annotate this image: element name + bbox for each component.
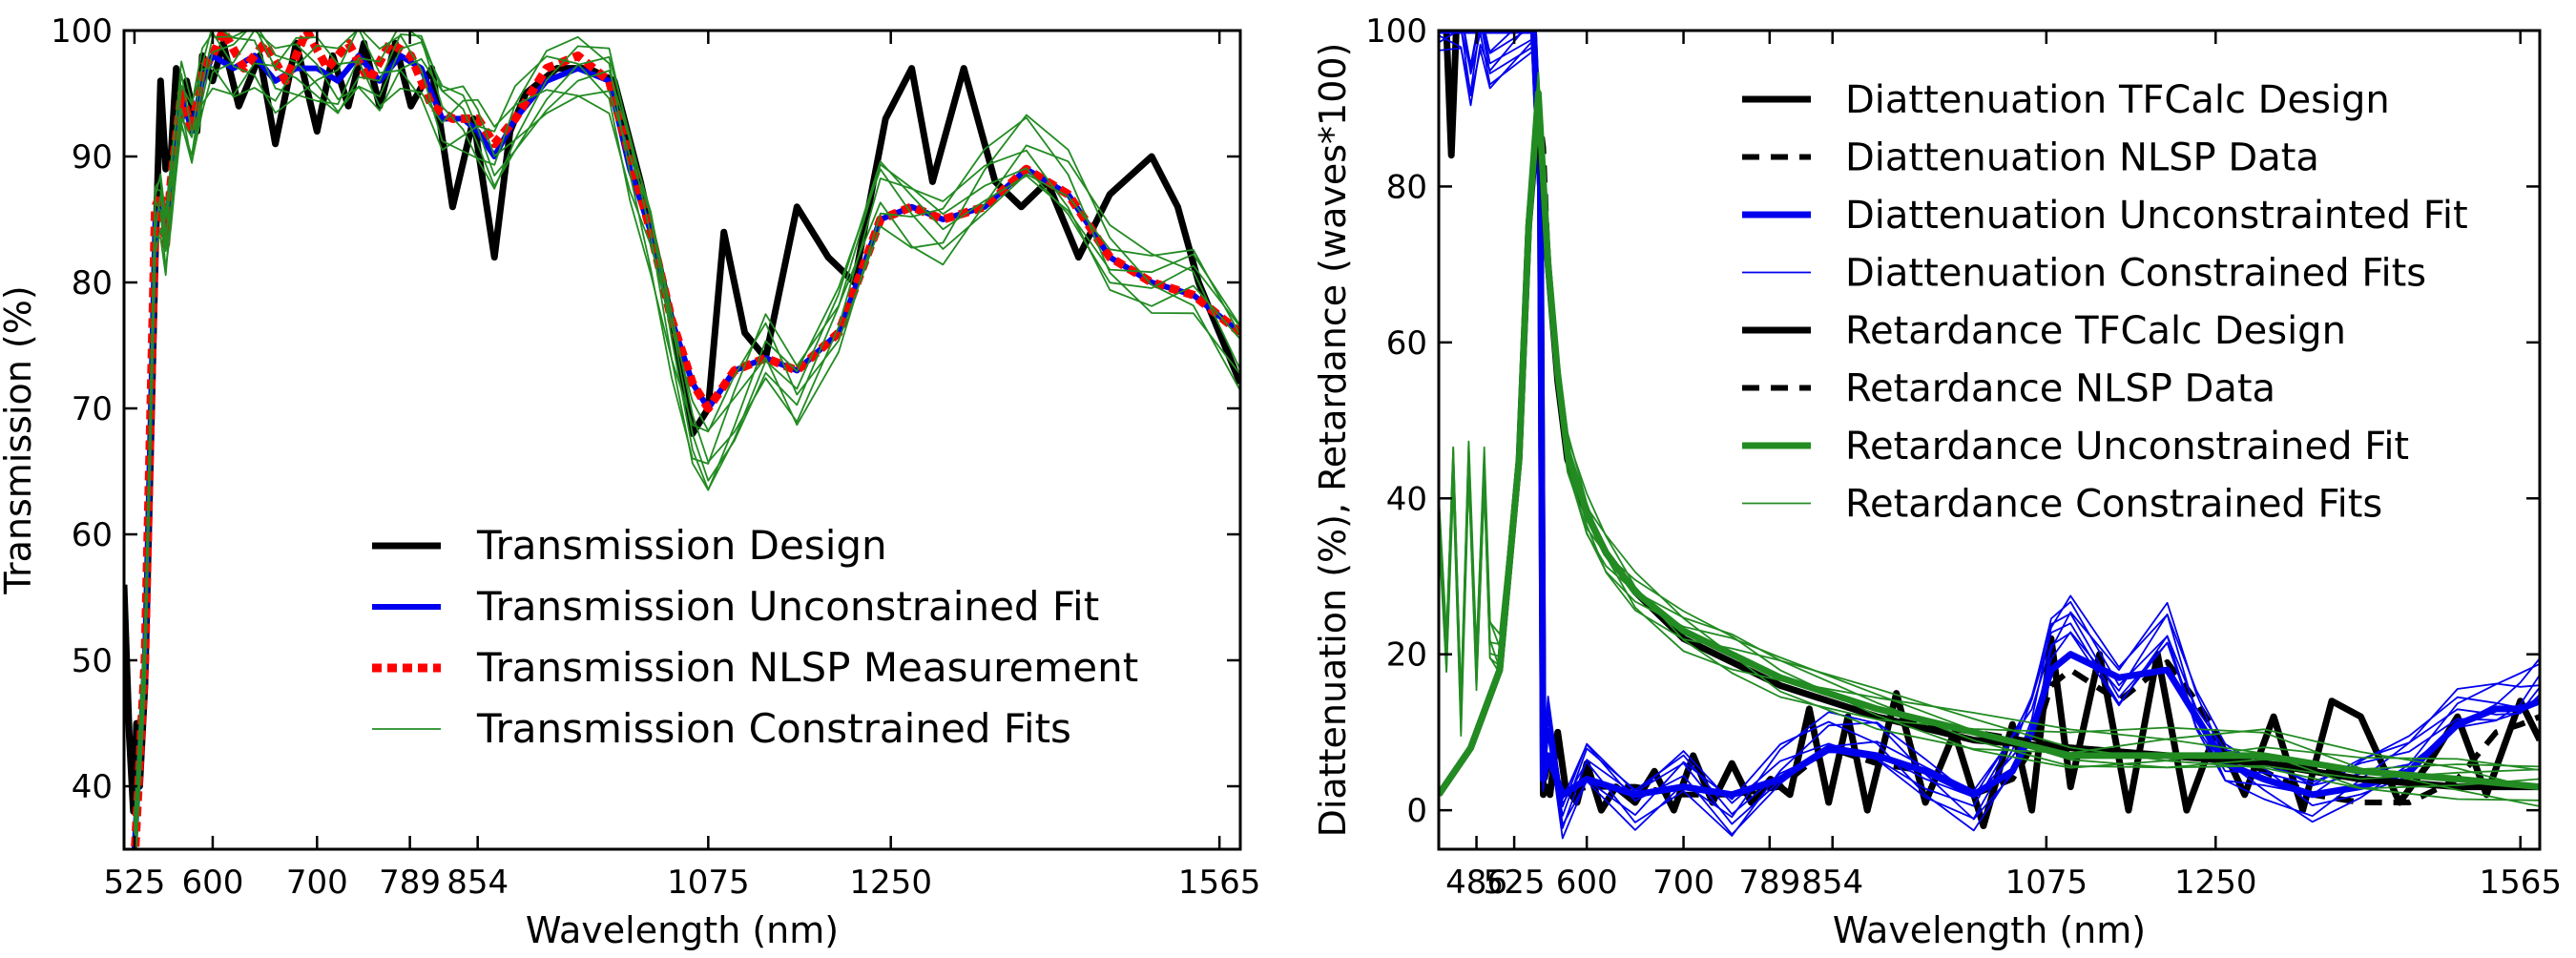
plot-frame (122, 29, 1242, 851)
legend: Transmission Design Transmission Unconstr… (372, 522, 1138, 752)
legend-label: Transmission Unconstrained Fit (476, 583, 1099, 630)
legend-label: Transmission Constrained Fits (476, 705, 1071, 752)
y-tick-label: 60 (72, 516, 113, 554)
series-line-2-4-6 (1439, 31, 2540, 829)
legend-label: Diattenuation TFCalc Design (1845, 78, 2390, 122)
plot-area (1439, 31, 2540, 840)
series-line-1-4-3 (134, 31, 1240, 824)
y-tick-label: 80 (72, 264, 113, 302)
series-line-2-4-2 (1463, 31, 2540, 836)
series-line-2-2 (1439, 31, 2540, 805)
y-tick-label: 90 (72, 138, 113, 177)
x-tick-label: 854 (447, 864, 509, 902)
legend-label: Diattenuation NLSP Data (1845, 136, 2319, 180)
x-tick-label: 789 (379, 864, 441, 902)
y-tick-label: 0 (1406, 792, 1427, 830)
x-tick-label: 1565 (1178, 864, 1261, 902)
x-tick-label: 600 (1556, 864, 1618, 902)
series-line-1-4-4 (134, 31, 1240, 849)
series-line-1-4-6 (135, 31, 1240, 849)
legend-label: Retardance TFCalc Design (1845, 309, 2346, 353)
y-tick-label: 100 (1365, 12, 1427, 51)
x-tick-label: 525 (1484, 864, 1546, 902)
y-tick-label: 60 (1386, 324, 1427, 363)
legend-label: Transmission NLSP Measurement (476, 644, 1138, 691)
y-axis-label: Diattenuation (%), Retardance (waves*100… (1312, 43, 1354, 838)
legend-label: Retardance Unconstrained Fit (1845, 425, 2409, 469)
x-tick-label: 700 (1652, 864, 1714, 902)
series-line-1-4-7 (134, 31, 1240, 834)
x-tick-label: 1075 (2005, 864, 2088, 902)
plot-area (124, 31, 1240, 849)
legend-label: Diattenuation Unconstrainted Fit (1845, 194, 2468, 238)
x-tick-label: 1075 (667, 864, 750, 902)
x-tick-label: 600 (181, 864, 243, 902)
y-tick-label: 80 (1386, 168, 1427, 206)
chart-panel-1: 525 600 700 789 854 1075 1250 1565 40 50 60 70 80 90 1… (0, 12, 1260, 951)
x-tick-label: 1250 (2174, 864, 2257, 902)
plot-frame (1437, 29, 2542, 851)
legend-label: Transmission Design (476, 522, 887, 569)
y-tick-label: 40 (1386, 480, 1427, 518)
y-axis-label: Transmission (%) (0, 285, 39, 594)
series-line-2-1 (1439, 31, 2540, 829)
legend-label: Retardance NLSP Data (1845, 367, 2275, 411)
x-tick-label: 1250 (849, 864, 932, 902)
y-tick-label: 70 (72, 390, 113, 428)
x-axis-label: Wavelength (nm) (1833, 909, 2146, 951)
y-tick-label: 50 (72, 642, 113, 680)
series-line-2-8-7 (1439, 73, 2540, 770)
x-axis-label: Wavelength (nm) (526, 909, 839, 951)
series-line-2-4-7 (1463, 31, 2540, 825)
x-tick-label: 486 (1445, 864, 1507, 902)
x-tick-label: 854 (1801, 864, 1863, 902)
y-tick-label: 20 (1386, 636, 1427, 675)
y-tick-label: 100 (51, 12, 113, 51)
series-line-1-4-1 (134, 31, 1240, 849)
x-tick-label: 525 (103, 864, 165, 902)
x-tick-label: 1565 (2479, 864, 2562, 902)
x-tick-label: 789 (1738, 864, 1800, 902)
x-tick-label: 700 (286, 864, 348, 902)
series-line-1-4-2 (134, 31, 1240, 821)
legend-label: Retardance Constrained Fits (1845, 483, 2382, 527)
series-line-2-4-1 (1439, 31, 2540, 817)
legend: Diattenuation TFCalc Design Diattenuation… (1742, 78, 2468, 527)
y-tick-label: 40 (72, 768, 113, 806)
legend-label: Diattenuation Constrained Fits (1845, 252, 2426, 296)
